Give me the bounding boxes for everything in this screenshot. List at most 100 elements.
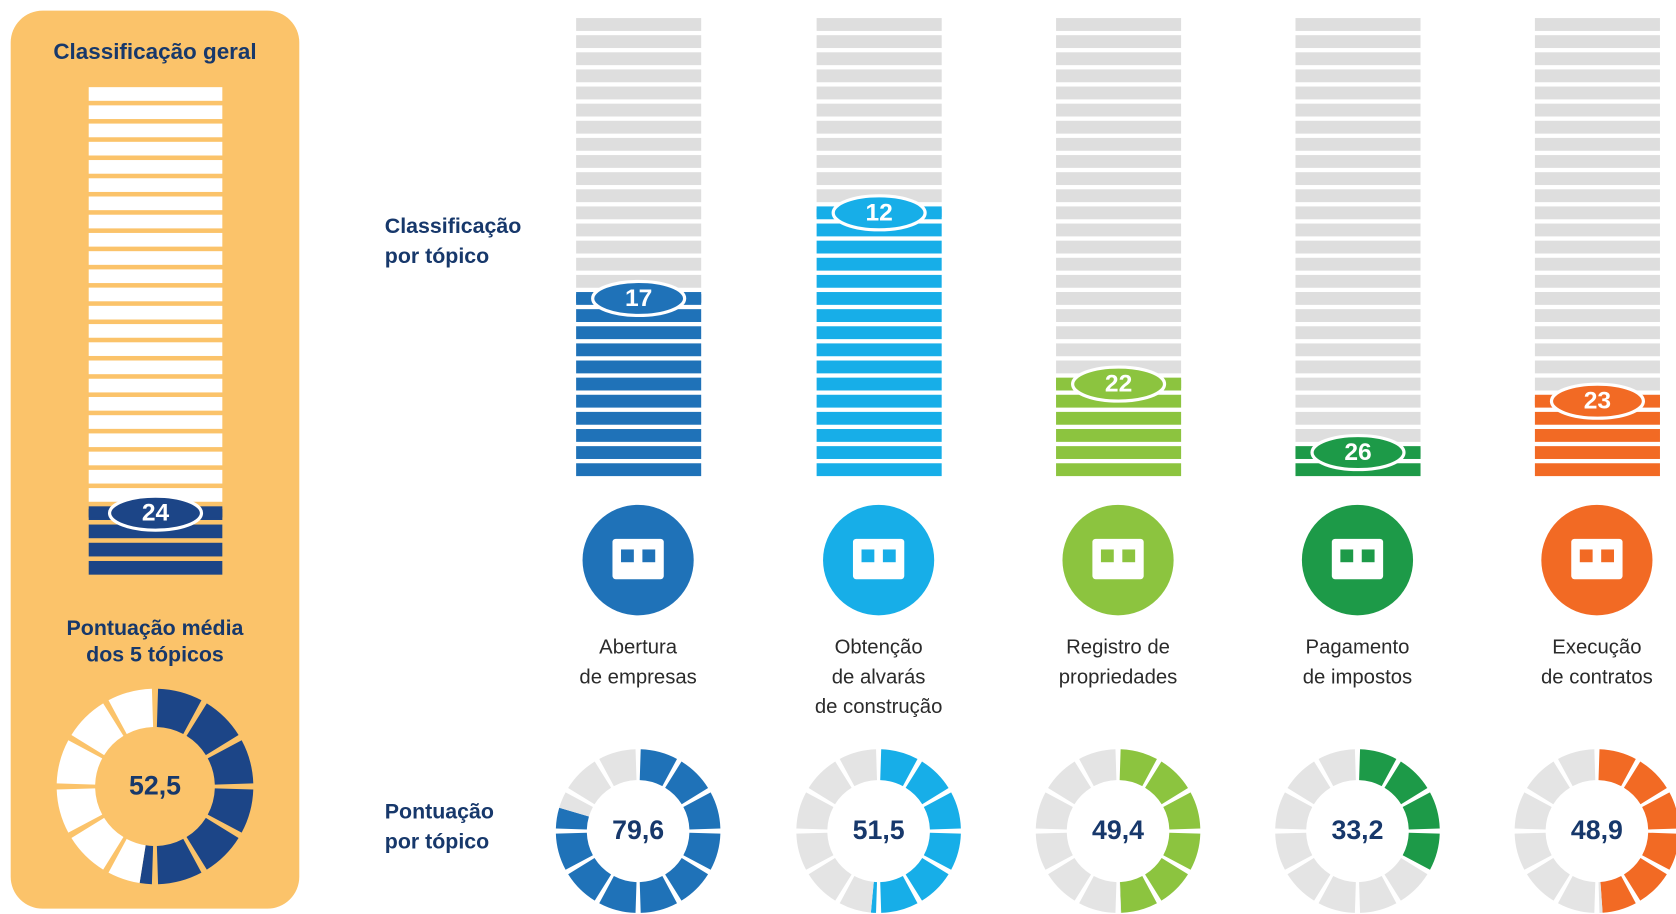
empty-segment	[808, 761, 852, 805]
empty-segment	[808, 857, 852, 901]
topic-name: Pagamento	[1306, 637, 1410, 659]
empty-stripe	[88, 378, 223, 393]
empty-stripe	[1295, 309, 1421, 322]
empty-segment	[108, 688, 154, 735]
icon-shape	[1601, 549, 1615, 563]
score-heading: Pontuação	[385, 800, 494, 824]
empty-stripe	[1295, 69, 1421, 83]
rank-stripe	[576, 463, 702, 477]
empty-stripe	[1534, 86, 1660, 100]
rank-badge	[107, 494, 204, 532]
empty-segment	[559, 792, 593, 817]
score-segment	[639, 749, 678, 787]
rank-stripe	[816, 394, 942, 408]
rank-stripe	[576, 394, 702, 408]
empty-stripe	[1534, 137, 1660, 151]
score-segment	[683, 832, 721, 870]
score-segment	[639, 876, 678, 913]
rank-heading: Classificação	[385, 214, 522, 238]
donut-center	[1068, 782, 1168, 880]
empty-segment	[1119, 882, 1122, 913]
score-segment	[1145, 857, 1188, 901]
score-segment	[1642, 792, 1676, 830]
empty-stripe	[88, 342, 223, 356]
rank-stripe	[816, 360, 942, 374]
empty-stripe	[1295, 292, 1421, 305]
empty-stripe	[1056, 35, 1182, 49]
topic-name: de construção	[815, 696, 943, 718]
empty-stripe	[576, 69, 702, 83]
empty-stripe	[1056, 137, 1182, 151]
score-segment	[1623, 857, 1667, 901]
empty-stripe	[88, 287, 223, 302]
empty-segment	[1598, 881, 1603, 913]
empty-stripe	[1534, 274, 1660, 288]
score-segment	[1145, 761, 1188, 805]
score-segment	[207, 740, 254, 785]
rank-stripe	[88, 542, 223, 557]
score-segment	[555, 807, 589, 830]
score-segment	[923, 792, 961, 830]
rank-stripe	[576, 446, 702, 459]
empty-stripe	[1295, 274, 1421, 288]
donut-center	[97, 729, 213, 844]
empty-stripe	[1056, 240, 1182, 254]
rank-stripe	[576, 326, 702, 340]
score-segment	[880, 749, 918, 787]
rank-label: 24	[142, 500, 170, 527]
empty-stripe	[816, 18, 942, 31]
icon-shape	[1340, 549, 1354, 563]
icon-glyph	[852, 538, 905, 580]
empty-segment	[839, 876, 874, 913]
score-segment	[186, 703, 239, 756]
score-segment	[1163, 792, 1201, 830]
empty-stripe	[576, 35, 702, 49]
icon-glyph	[1331, 538, 1384, 580]
empty-stripe	[816, 155, 942, 168]
empty-segment	[568, 761, 612, 805]
icon-glyph	[612, 538, 664, 580]
empty-stripe	[1295, 35, 1421, 49]
empty-stripe	[576, 223, 702, 237]
empty-stripe	[576, 206, 702, 220]
rank-stripe	[816, 274, 942, 288]
score-segment	[156, 838, 202, 885]
empty-segment	[1558, 749, 1596, 787]
empty-segment	[1035, 832, 1073, 870]
rank-label: 17	[625, 285, 652, 312]
empty-stripe	[1056, 189, 1182, 203]
empty-stripe	[1534, 69, 1660, 83]
topic-name: propriedades	[1059, 666, 1178, 688]
empty-stripe	[1056, 52, 1182, 66]
empty-segment	[71, 817, 124, 870]
rank-stripe	[816, 240, 942, 254]
icon-shape	[642, 549, 656, 563]
score-heading: por tópico	[385, 829, 489, 853]
overall-score-title: Pontuação média	[67, 616, 244, 640]
empty-segment	[599, 749, 637, 787]
empty-stripe	[1534, 257, 1660, 271]
rank-stripe	[1534, 429, 1660, 442]
empty-stripe	[816, 35, 942, 49]
rank-label: 26	[1344, 439, 1371, 466]
empty-segment	[1514, 792, 1552, 830]
score-segment	[665, 857, 709, 901]
topic-name: de alvarás	[832, 666, 926, 688]
icon-shape	[1100, 549, 1114, 563]
empty-stripe	[1295, 120, 1421, 134]
empty-stripe	[1295, 240, 1421, 254]
empty-segment	[108, 838, 146, 884]
empty-stripe	[88, 360, 223, 375]
icon-shape	[1579, 549, 1593, 563]
score-segment	[905, 857, 949, 901]
icon-shape	[1092, 538, 1144, 580]
empty-stripe	[576, 155, 702, 168]
empty-stripe	[1056, 103, 1182, 117]
empty-segment	[1035, 792, 1073, 830]
empty-stripe	[1534, 223, 1660, 237]
empty-stripe	[816, 120, 942, 134]
empty-segment	[1079, 876, 1117, 913]
rank-stripe	[1056, 429, 1182, 442]
empty-stripe	[88, 251, 223, 265]
